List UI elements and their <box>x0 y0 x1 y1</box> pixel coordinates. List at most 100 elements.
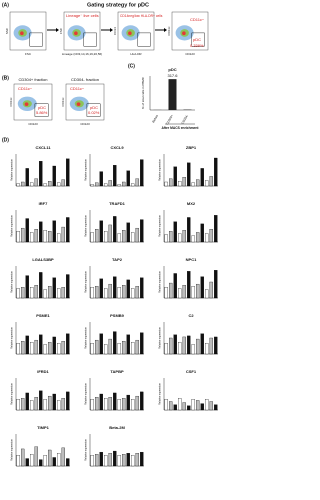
axis-label: Relative expression <box>11 326 14 348</box>
bar <box>25 335 29 355</box>
bar <box>16 399 20 411</box>
bar <box>21 341 25 355</box>
bar <box>57 453 61 467</box>
bar <box>52 457 56 467</box>
gene-title: MX2 <box>187 201 196 206</box>
x-tick-label: CD304+ <box>165 114 174 126</box>
axis-label: Relative expression <box>11 438 14 460</box>
bar <box>191 286 195 299</box>
bar <box>61 398 65 411</box>
bar <box>16 455 20 467</box>
group-label: After MACS enrichment <box>161 126 199 130</box>
bar <box>48 449 52 467</box>
bar <box>108 224 112 243</box>
bar <box>122 454 126 467</box>
bar <box>209 281 213 299</box>
bar <box>16 231 20 243</box>
bar <box>39 272 43 299</box>
bar <box>200 333 204 355</box>
bar <box>39 221 43 243</box>
bar <box>25 218 29 243</box>
bar <box>191 344 195 355</box>
gate-percent: 0.339% <box>190 43 204 48</box>
gene-title: CSF1 <box>186 369 197 374</box>
bar <box>25 275 29 299</box>
bar <box>196 283 200 299</box>
gate <box>191 32 205 47</box>
bar <box>39 334 43 355</box>
bar <box>113 216 117 243</box>
bar <box>95 182 99 187</box>
bar <box>95 454 99 467</box>
axis-label: CD11c <box>9 97 13 106</box>
axis-label: HLA-DR <box>130 52 142 56</box>
cell-cloud <box>128 31 132 36</box>
axis-label: FSC <box>59 27 63 34</box>
bar <box>21 227 25 243</box>
bar <box>30 232 34 243</box>
bar <box>34 178 38 187</box>
bar <box>164 287 168 299</box>
gate <box>34 103 49 117</box>
bar <box>61 179 65 187</box>
bar <box>135 286 139 299</box>
panel-label: (D) <box>2 137 9 143</box>
gate <box>83 32 97 47</box>
bar <box>169 178 173 187</box>
bar <box>205 289 209 299</box>
bar <box>61 226 65 243</box>
bar <box>164 234 168 243</box>
bar <box>126 334 130 355</box>
bar <box>90 343 94 355</box>
bar <box>57 343 61 355</box>
axis-label: Relative expression <box>85 270 88 292</box>
axis-label: Relative expression <box>159 326 162 348</box>
gene-title: LGALS3BP <box>32 257 54 262</box>
axis-label: Relative expression <box>159 158 162 180</box>
bar <box>99 220 103 243</box>
bar <box>140 159 144 187</box>
bar <box>43 289 47 299</box>
axis-label: Relative expression <box>159 214 162 236</box>
bar <box>196 338 200 355</box>
bar <box>209 229 213 243</box>
cell-cloud <box>76 102 81 106</box>
bar <box>117 399 121 411</box>
axis-label: Relative expression <box>11 382 14 404</box>
bar <box>113 331 117 355</box>
bar <box>168 79 177 110</box>
gate-percent: 5.86% <box>36 110 48 115</box>
bar <box>117 343 121 355</box>
bar <box>169 231 173 243</box>
bar <box>30 182 34 187</box>
bar <box>187 405 191 411</box>
bar <box>196 400 200 411</box>
bar <box>25 168 29 187</box>
bar <box>214 270 218 299</box>
gene-title: PSMB9 <box>110 313 125 318</box>
axis-label: CD11c <box>61 97 65 106</box>
gate <box>86 103 101 117</box>
bar <box>140 451 144 467</box>
bar <box>66 391 70 411</box>
bar <box>52 336 56 355</box>
bar <box>169 337 173 355</box>
bar <box>21 398 25 411</box>
bar <box>173 273 177 299</box>
bar <box>39 390 43 411</box>
gene-title: TIMP1 <box>37 425 50 430</box>
bar <box>104 231 108 243</box>
bar <box>48 181 52 187</box>
bar <box>34 229 38 243</box>
bar <box>196 232 200 243</box>
bar <box>214 404 218 411</box>
bar <box>140 277 144 299</box>
bar <box>108 338 112 355</box>
bar <box>16 288 20 299</box>
bar <box>164 399 168 411</box>
bar <box>200 223 204 243</box>
bar <box>173 221 177 243</box>
bar <box>196 179 200 187</box>
axis-label: CD123 <box>28 122 38 126</box>
gate-label: CD11c− <box>70 86 85 91</box>
